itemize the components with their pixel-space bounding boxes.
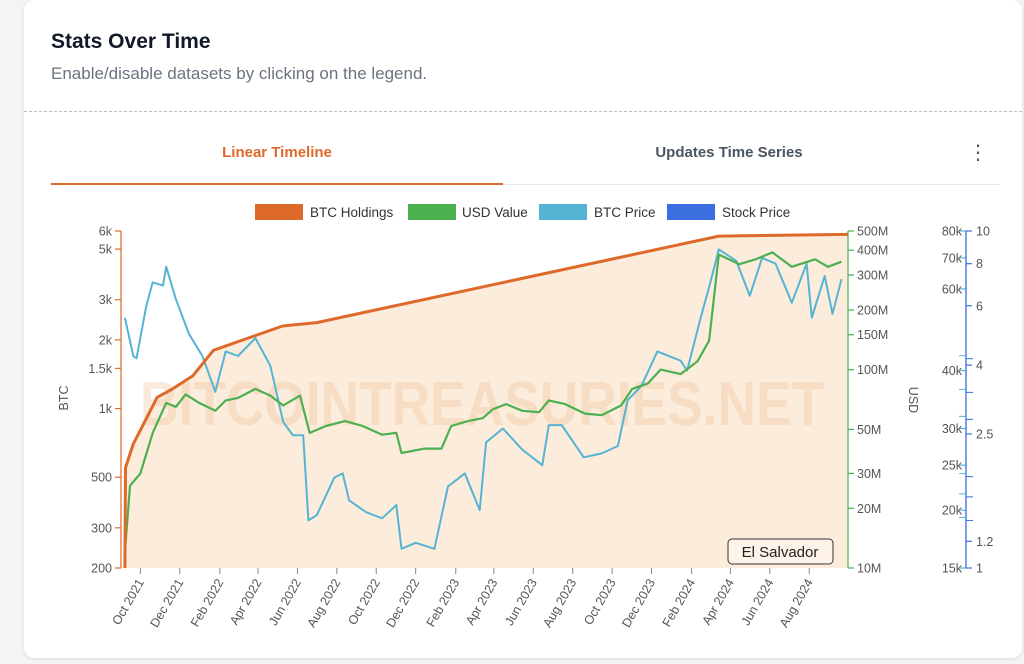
legend-label-btc-price: BTC Price [594, 205, 656, 220]
tab-updates-time-series[interactable]: Updates Time Series [655, 144, 803, 161]
legend-item-stock-price[interactable]: Stock Price [667, 204, 790, 220]
legend-item-btc-price[interactable]: BTC Price [539, 204, 656, 220]
x-axis-tick-label: Oct 2022 [345, 576, 383, 627]
btc-price-axis-tick-label: 80k [942, 225, 963, 239]
legend-label-stock-price: Stock Price [722, 205, 790, 220]
btc-axis-tick-label: 1k [99, 402, 113, 416]
x-axis-tick-label: Feb 2024 [660, 576, 699, 629]
stock-price-axis-tick-label: 6 [976, 299, 983, 313]
usd-axis-tick-label: 20M [857, 502, 881, 516]
btc-axis-tick-label: 6k [99, 225, 113, 239]
usd-axis-tick-label: 30M [857, 467, 881, 481]
x-axis-tick-label: Oct 2021 [110, 576, 148, 627]
x-axis-tick-label: Dec 2023 [619, 576, 658, 629]
legend-swatch-btc-holdings [255, 204, 303, 220]
btc-axis-tick-label: 1.5k [88, 362, 112, 376]
btc-axis-tick-label: 200 [91, 562, 112, 576]
btc-axis-tick-label: 3k [99, 293, 113, 307]
x-axis-tick-label: Aug 2022 [305, 576, 344, 629]
btc-price-axis-tick-label: 20k [942, 504, 963, 518]
chart-watermark: BITCOINTREASURIES.NET [140, 370, 824, 439]
stock-price-axis-tick-label: 4 [976, 359, 983, 373]
btc-axis-tick-label: 300 [91, 521, 112, 535]
legend-swatch-btc-price [539, 204, 587, 220]
stock-price-axis-tick-label: 1 [976, 562, 983, 576]
usd-axis-tick-label: 200M [857, 303, 888, 317]
btc-price-axis-tick-label: 40k [942, 364, 963, 378]
btc-price-axis-tick-label: 60k [942, 282, 963, 296]
usd-axis-tick-label: 400M [857, 244, 888, 258]
usd-axis-tick-label: 300M [857, 269, 888, 283]
plot-area: BITCOINTREASURIES.NET 200 300 500 1k 1.5k 2k 3k… [88, 225, 993, 630]
dashed-divider [24, 111, 1022, 112]
active-tab-indicator [51, 183, 503, 185]
legend-item-btc-holdings[interactable]: BTC Holdings [255, 204, 394, 220]
chart-legend: BTC Holdings USD Value BTC Price Stock P… [255, 204, 790, 220]
btc-price-axis-tick-label: 30k [942, 422, 963, 436]
usd-axis-tick-label: 10M [857, 562, 881, 576]
el-salvador-badge-label: El Salvador [742, 544, 819, 561]
tab-linear-timeline[interactable]: Linear Timeline [222, 144, 332, 161]
btc-price-axis-tick-label: 70k [942, 251, 963, 265]
legend-swatch-stock-price [667, 204, 715, 220]
btc-axis-tick-label: 500 [91, 471, 112, 485]
x-axis-tick-label: Dec 2022 [383, 576, 422, 629]
x-axis-tick-label: Dec 2021 [148, 576, 187, 629]
y-axis-title-usd: USD [906, 387, 920, 413]
btc-axis-tick-label: 2k [99, 333, 113, 347]
stock-price-axis-tick-label: 8 [976, 257, 983, 271]
stock-price-axis-tick-label: 10 [976, 225, 990, 239]
btc-price-axis-tick-label: 15k [942, 562, 963, 576]
tab-bar-rule [503, 184, 999, 185]
usd-value-line [123, 251, 842, 553]
x-axis-tick-label: Jun 2024 [739, 576, 777, 628]
stock-price-axis-tick-label: 2.5 [976, 427, 993, 441]
legend-swatch-usd-value [408, 204, 456, 220]
legend-label-usd-value: USD Value [462, 205, 528, 220]
usd-axis-tick-label: 150M [857, 328, 888, 342]
legend-item-usd-value[interactable]: USD Value [408, 204, 528, 220]
x-axis-tick-label: Apr 2022 [227, 576, 265, 627]
x-axis-tick-label: Aug 2024 [777, 576, 816, 629]
usd-axis-tick-label: 50M [857, 423, 881, 437]
y-axis-title-btc: BTC [57, 386, 71, 411]
btc-price-line [123, 248, 843, 550]
stock-price-axis-tick-label: 1.2 [976, 535, 993, 549]
el-salvador-badge: El Salvador [727, 538, 834, 565]
btc-price-axis-tick-label: 25k [942, 459, 963, 473]
legend-label-btc-holdings: BTC Holdings [310, 205, 394, 220]
btc-axis-tick-label: 5k [99, 243, 113, 257]
usd-axis-tick-label: 100M [857, 363, 888, 377]
x-axis-tick-label: Feb 2023 [424, 576, 463, 629]
x-axis-tick-label: Apr 2024 [700, 576, 738, 627]
x-axis-tick-label: Oct 2023 [581, 576, 619, 627]
x-axis-tick-label: Jun 2023 [502, 576, 540, 628]
x-axis-tick-label: Aug 2023 [540, 576, 579, 629]
x-axis-tick-label: Apr 2023 [463, 576, 501, 627]
usd-axis-tick-label: 500M [857, 225, 888, 239]
el-salvador-badge-box [727, 538, 834, 565]
kebab-menu-icon[interactable]: ⋮ [968, 142, 988, 164]
card-title: Stats Over Time [51, 30, 211, 53]
btc-holdings-line [123, 232, 849, 569]
card-subtitle: Enable/disable datasets by clicking on t… [51, 64, 428, 83]
x-axis-tick-label: Feb 2022 [188, 576, 227, 629]
x-axis-tick-label: Jun 2022 [266, 576, 304, 628]
